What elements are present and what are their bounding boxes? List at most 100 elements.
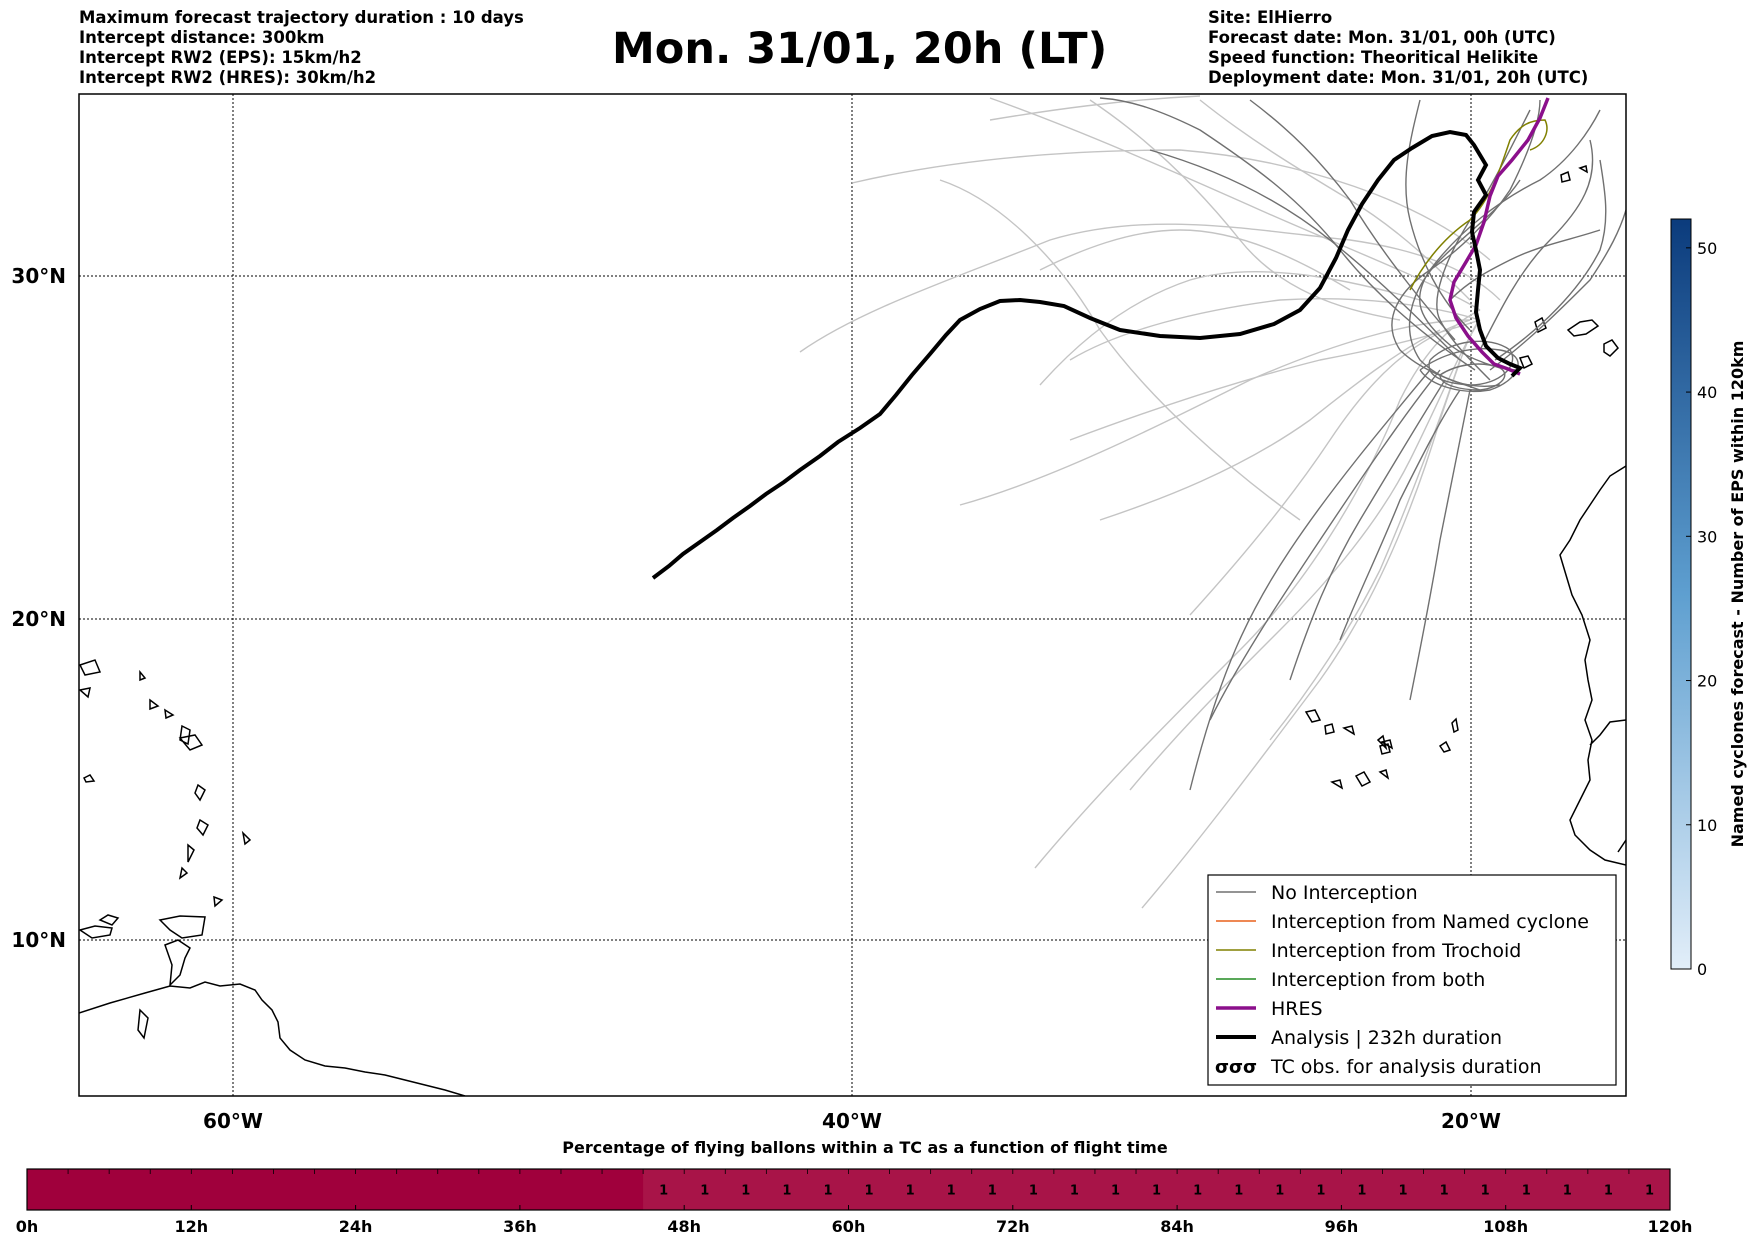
- cape-verde-islands: [1304, 709, 1459, 790]
- ensemble-track: [1409, 389, 1471, 701]
- ensemble-track: [1189, 319, 1471, 616]
- timeline-tick-label: 84h: [1160, 1217, 1194, 1236]
- ensemble-track: [1405, 99, 1471, 331]
- timeline-cell-value: 1: [1070, 1184, 1079, 1199]
- ensemble-track: [1479, 139, 1594, 351]
- timeline-cell-value: 1: [1522, 1184, 1531, 1199]
- trochoid-interception-track: [1409, 119, 1548, 291]
- timeline-cell: [889, 1169, 932, 1210]
- timeline-cell: [150, 1169, 192, 1210]
- caribbean-islands: [79, 659, 252, 1040]
- ensemble-track: [1249, 99, 1456, 341]
- info-max-duration: Maximum forecast trajectory duration : 1…: [79, 8, 524, 27]
- timeline-cell-value: 1: [1357, 1184, 1366, 1199]
- lon-label-20w: 20°W: [1441, 1109, 1501, 1133]
- lon-label-60w: 60°W: [203, 1109, 263, 1133]
- lat-label-10n: 10°N: [11, 928, 66, 952]
- timeline-cell-value: 1: [947, 1184, 956, 1199]
- timeline-ticks: 0h 12h 24h 36h 48h 60h 72h 84h 96h 108h 120h: [16, 1205, 1693, 1236]
- timeline-cell: [273, 1169, 316, 1210]
- timeline-cell-value: 1: [1152, 1184, 1161, 1199]
- timeline-cell: [1177, 1169, 1219, 1210]
- lon-label-40w: 40°W: [822, 1109, 882, 1133]
- timeline-cell: [848, 1169, 891, 1210]
- timeline-cell-value: 1: [1193, 1184, 1202, 1199]
- ensemble-track: [1494, 159, 1607, 361]
- header-info-right: Site: ElHierro Forecast date: Mon. 31/01…: [1208, 8, 1588, 88]
- ensemble-track: [1419, 109, 1601, 371]
- legend-tc-symbol: σσσ: [1215, 1057, 1257, 1078]
- timeline-cell: [1218, 1169, 1260, 1210]
- ensemble-track: [1439, 363, 1506, 391]
- colorbar-tick-label: 0: [1697, 960, 1707, 979]
- ensemble-track: [1391, 99, 1541, 391]
- legend-label-trochoid: Interception from Trochoid: [1271, 940, 1521, 962]
- timeline-cell: [109, 1169, 151, 1210]
- timeline-cell-value: 1: [700, 1184, 709, 1199]
- timeline-tick-label: 120h: [1648, 1217, 1693, 1236]
- lat-label-30n: 30°N: [11, 264, 66, 288]
- ensemble-track: [1099, 97, 1476, 371]
- timeline-cell: [437, 1169, 480, 1210]
- timeline-cell-value: 1: [823, 1184, 832, 1199]
- timeline-cell: [1587, 1169, 1630, 1210]
- ensemble-track: [1034, 309, 1481, 869]
- timeline-cell: [1094, 1169, 1137, 1210]
- map-frame: [78, 93, 1627, 1097]
- colorbar-ticks: 0 10 20 30 40 50: [1686, 239, 1717, 979]
- ensemble-track: [1189, 369, 1431, 791]
- colorbar-tick-label: 10: [1697, 816, 1717, 835]
- ensemble-track: [1269, 359, 1461, 741]
- colorbar-label: Named cyclones forecast - Number of EPS …: [1728, 341, 1747, 848]
- timeline-cell: [396, 1169, 439, 1210]
- timeline-cell: [1382, 1169, 1425, 1210]
- timeline-cell: [1341, 1169, 1383, 1210]
- ensemble-track: [1449, 229, 1601, 301]
- timeline-title: Percentage of flying ballons within a TC…: [562, 1138, 1168, 1157]
- timeline-cell-value: 1: [1234, 1184, 1243, 1199]
- timeline-cell: [766, 1169, 808, 1210]
- timeline-cell: [1012, 1169, 1055, 1210]
- canary-islands: [1518, 165, 1619, 370]
- legend-box: [1207, 874, 1617, 1086]
- colorbar-tick-label: 20: [1697, 672, 1717, 691]
- ensemble-track: [1149, 149, 1461, 361]
- page-title: Mon. 31/01, 20h (LT): [612, 24, 1108, 74]
- timeline-cell: [807, 1169, 849, 1210]
- timeline-tick-label: 12h: [174, 1217, 208, 1236]
- timeline-cell-value: 1: [741, 1184, 750, 1199]
- ensemble-track: [1489, 209, 1626, 371]
- timeline-cell: [191, 1169, 233, 1210]
- timeline-cell: [684, 1169, 726, 1210]
- timeline-tick-label: 96h: [1325, 1217, 1359, 1236]
- timeline-cell: [1300, 1169, 1342, 1210]
- ensemble-track: [989, 95, 1201, 121]
- timeline-cell: [930, 1169, 973, 1210]
- timeline-cell-value: 1: [1481, 1184, 1490, 1199]
- timeline-cell: [355, 1169, 398, 1210]
- legend-label-both: Interception from both: [1271, 969, 1485, 991]
- timeline-cell-value: 1: [782, 1184, 791, 1199]
- ensemble-track: [959, 319, 1471, 506]
- info-intercept-hres: Intercept RW2 (HRES): 30km/h2: [79, 68, 377, 87]
- timeline-cell: [232, 1169, 274, 1210]
- colorbar-tick-label: 30: [1697, 527, 1717, 546]
- colorbar-gradient: [1670, 218, 1692, 970]
- hres-trajectory: [1448, 97, 1550, 376]
- ensemble-track: [1089, 99, 1401, 321]
- timeline-tick-label: 108h: [1483, 1217, 1528, 1236]
- ensemble-track: [1129, 319, 1481, 791]
- timeline-cell: [1423, 1169, 1466, 1210]
- timeline-cell: [1628, 1169, 1671, 1210]
- timeline-cell: [1136, 1169, 1178, 1210]
- timeline-tick-label: 48h: [667, 1217, 701, 1236]
- ensemble-track: [1099, 329, 1441, 521]
- timeline-cell: [478, 1169, 521, 1210]
- colorbar-tick-label: 50: [1697, 239, 1717, 258]
- info-intercept-eps: Intercept RW2 (EPS): 15km/h2: [79, 48, 362, 67]
- ensemble-track: [989, 97, 1481, 311]
- timeline-cell-value: 1: [1440, 1184, 1449, 1199]
- legend-label-named-cyclone: Interception from Named cyclone: [1271, 911, 1589, 933]
- timeline-cell-value: 1: [1645, 1184, 1654, 1199]
